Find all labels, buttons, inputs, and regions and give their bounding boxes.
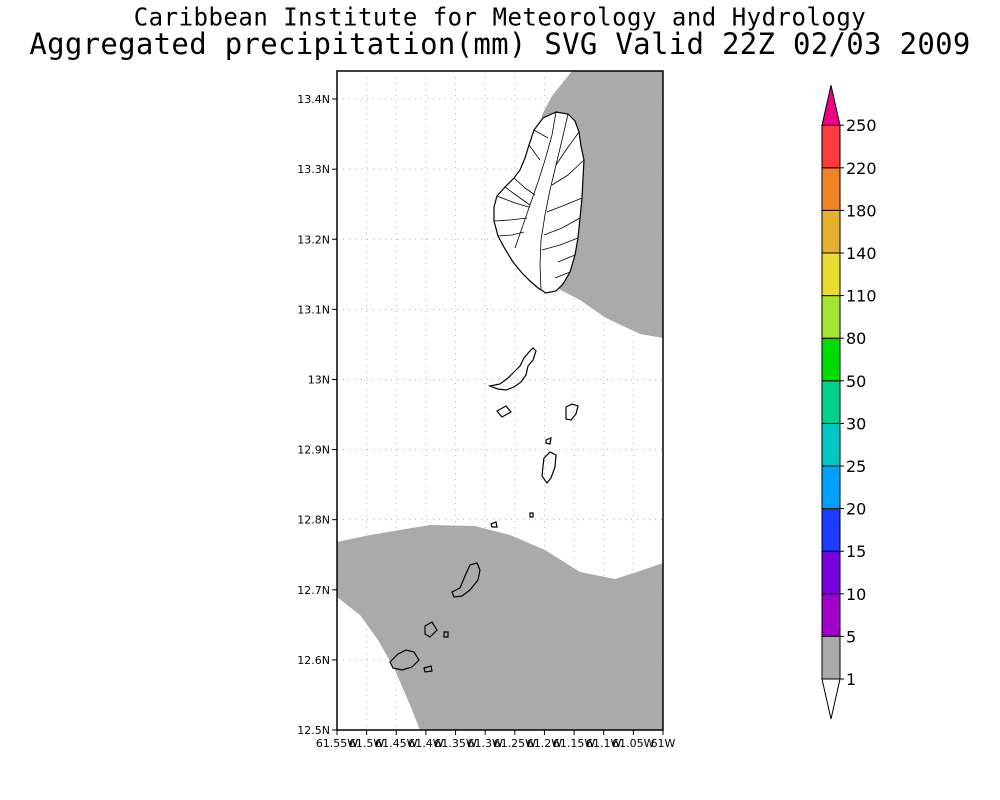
colorbar-level-label: 20: [846, 500, 866, 519]
carriacou-outline: [389, 649, 420, 671]
small-cay-d: [529, 512, 534, 518]
colorbar-level-label: 1: [846, 670, 856, 689]
map-frame: [336, 70, 664, 731]
longitude-axis: 61.55W61.5W61.45W61.4W61.35W61.3W61.25W6…: [316, 730, 676, 750]
colorbar-segment: [821, 465, 841, 510]
lat-tick-label: 13.1N: [297, 303, 330, 316]
small-cay-e: [424, 621, 438, 638]
lat-tick-label: 13.4N: [297, 93, 330, 106]
lon-tick-label: 61.3W: [467, 737, 502, 750]
colorbar-lower-arrow: [821, 678, 841, 720]
lon-tick-label: 61.1W: [586, 737, 621, 750]
small-cay-a: [496, 405, 512, 418]
colorbar-segment: [821, 209, 841, 254]
colorbar-segment: [821, 508, 841, 552]
colorbar-level-label: 15: [846, 542, 866, 561]
colorbar-upper-arrow: [821, 85, 841, 126]
colorbar-segment: [821, 252, 841, 297]
canouan-outline: [541, 451, 557, 484]
lon-tick-label: 61.5W: [349, 737, 384, 750]
union-island-outline: [451, 562, 481, 598]
product-title: Aggregated precipitation(mm) SVG Valid 2…: [29, 27, 971, 61]
lon-tick-label: 61.05W: [612, 737, 654, 750]
lat-tick-label: 12.7N: [297, 584, 330, 597]
colorbar-level-label: 10: [846, 585, 866, 604]
colorbar-segment: [821, 593, 841, 637]
lat-tick-label: 12.9N: [297, 444, 330, 457]
colorbar-level-label: 250: [846, 116, 877, 135]
small-cay-c: [490, 521, 498, 528]
colorbar-segment: [821, 337, 841, 382]
colorbar-level-label: 110: [846, 287, 877, 306]
colorbar-level-label: 25: [846, 457, 866, 476]
colorbar-segment: [821, 550, 841, 595]
institution-title: Caribbean Institute for Meteorology and …: [133, 2, 867, 32]
colorbar-level-label: 50: [846, 372, 866, 391]
lat-tick-label: 12.5N: [297, 724, 330, 737]
island-outlines: [389, 111, 585, 673]
lon-tick-label: 61W: [651, 737, 676, 750]
colorbar-level-label: 140: [846, 244, 877, 263]
lat-tick-label: 13N: [308, 373, 330, 386]
colorbar-segment: [821, 167, 841, 211]
bequia-outline: [487, 347, 537, 391]
colorbar-level-label: 80: [846, 329, 866, 348]
lon-tick-label: 61.35W: [434, 737, 476, 750]
small-cay-f: [443, 631, 449, 638]
map-gridlines: [337, 71, 663, 730]
colorbar-level-label: 220: [846, 159, 877, 178]
latitude-axis: 13.4N 13.3N 13.2N 13.1N 13N 12.9N 12.8N 12.7N 12…: [297, 93, 337, 737]
lat-tick-label: 13.3N: [297, 163, 330, 176]
colorbar-level-label: 30: [846, 414, 866, 433]
map-plot-area: 13.4N 13.3N 13.2N 13.1N 13N 12.9N 12.8N 12.7N 12…: [297, 70, 676, 750]
mustique-outline: [565, 403, 579, 421]
colorbar-segment: [821, 380, 841, 424]
lon-tick-label: 61.4W: [408, 737, 443, 750]
lon-tick-label: 61.2W: [527, 737, 562, 750]
small-cay-g: [423, 665, 433, 673]
shaded-region-south: [337, 525, 663, 730]
colorbar-level-label: 5: [846, 627, 856, 646]
lat-tick-label: 12.8N: [297, 514, 330, 527]
colorbar-level-label: 180: [846, 201, 877, 220]
lon-tick-label: 61.55W: [316, 737, 358, 750]
colorbar-segment: [821, 295, 841, 339]
colorbar-segment: [821, 422, 841, 467]
colorbar-segment: [821, 635, 841, 680]
lon-tick-label: 61.25W: [494, 737, 536, 750]
lon-tick-label: 61.15W: [553, 737, 595, 750]
small-cay-b: [545, 437, 552, 445]
lon-tick-label: 61.45W: [375, 737, 417, 750]
colorbar-segment: [821, 124, 841, 169]
lat-tick-label: 12.6N: [297, 654, 330, 667]
lat-tick-label: 13.2N: [297, 233, 330, 246]
main-island-watersheds: [493, 111, 585, 291]
